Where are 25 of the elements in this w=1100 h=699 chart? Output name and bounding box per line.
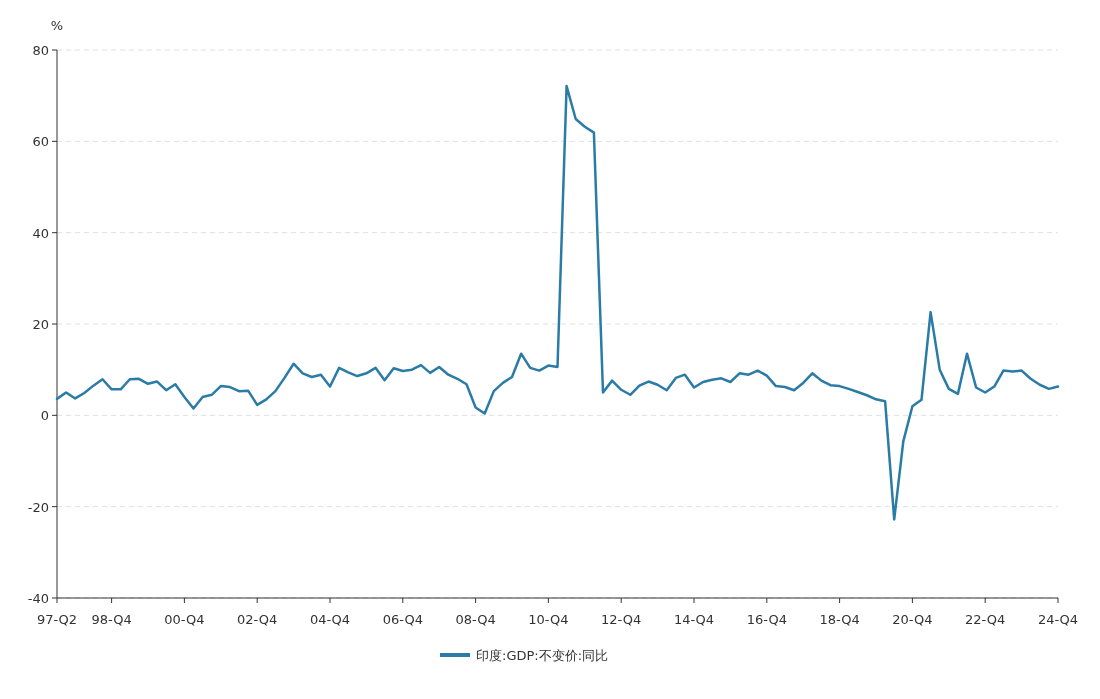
y-tick-label: 80	[32, 43, 49, 58]
x-tick-label: 10-Q4	[528, 612, 569, 627]
y-axis-title: %	[50, 18, 64, 33]
x-tick-label: 04-Q4	[309, 612, 351, 627]
legend-label: 印度:GDP:不变价:同比	[476, 648, 609, 663]
x-tick-label: 18-Q4	[819, 612, 860, 627]
line-series	[55, 84, 1060, 521]
x-tick-label: 16-Q4	[746, 612, 787, 627]
x-tick-label: 12-Q4	[601, 612, 642, 627]
x-tick-label: 20-Q4	[892, 612, 933, 627]
x-tick-label: 06-Q4	[382, 612, 423, 627]
x-tick-label: 08-Q4	[455, 612, 496, 627]
x-tick-label: 24-Q4	[1037, 612, 1079, 627]
x-tick-label: 98-Q4	[91, 612, 132, 627]
y-tick-label: 40	[32, 225, 49, 241]
x-tick-label: 14-Q4	[673, 612, 715, 627]
y-tick-label: 20	[32, 317, 49, 332]
y-tick-label: -40	[27, 591, 49, 606]
x-tick-label: 02-Q4	[237, 612, 278, 627]
y-tick-label: 0	[40, 408, 49, 424]
x-tick-label: 22-Q4	[965, 612, 1006, 627]
y-tick-label: 60	[32, 134, 49, 150]
y-tick-label: -20	[27, 499, 49, 515]
x-tick-label: 00-Q4	[164, 612, 205, 627]
x-tick-label: 97-Q2	[36, 612, 78, 627]
